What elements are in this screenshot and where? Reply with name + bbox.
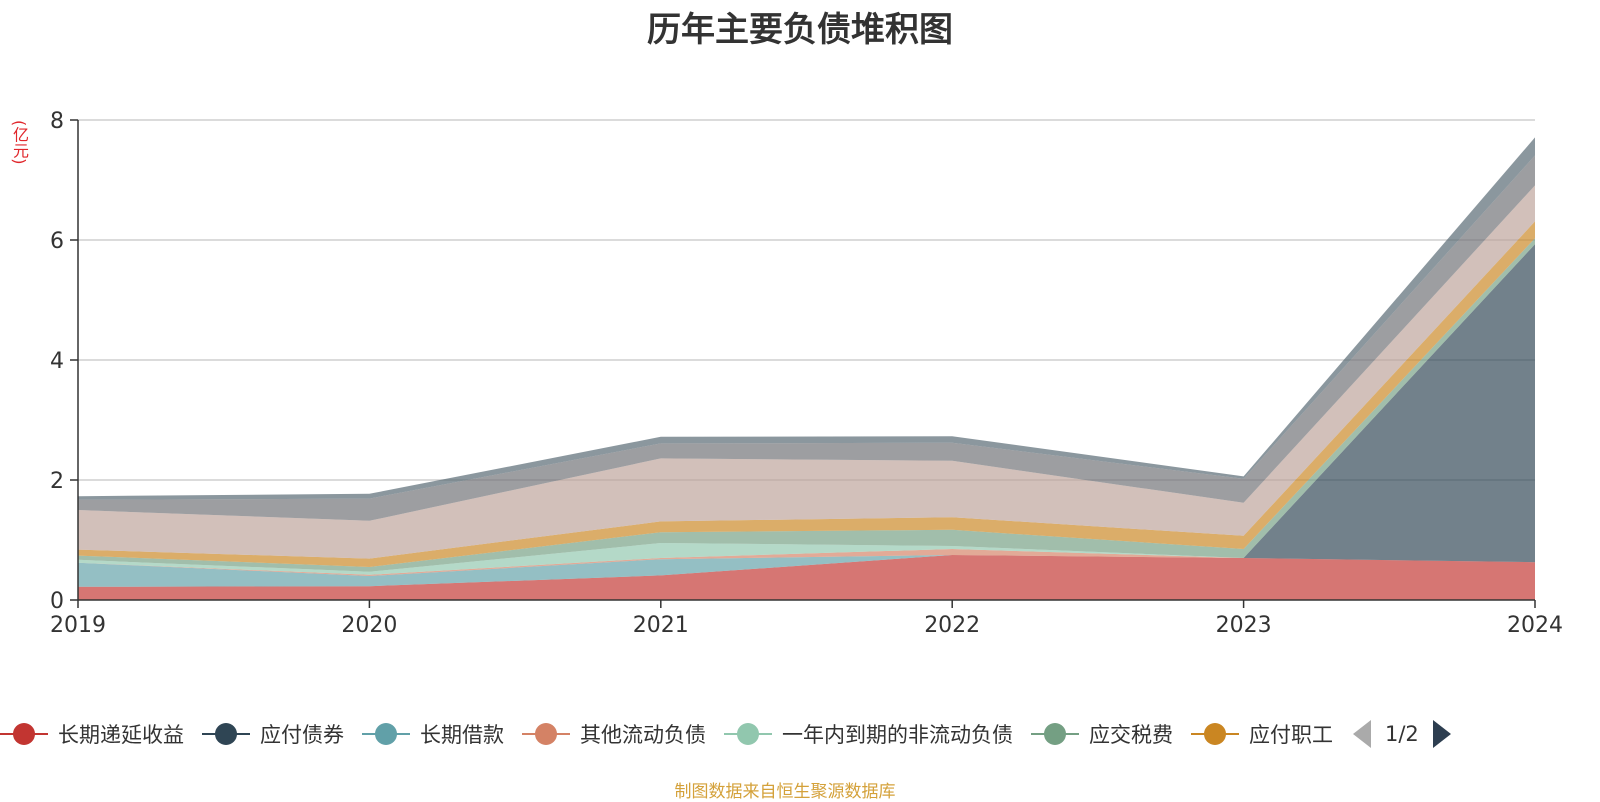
legend-item[interactable]: 长期递延收益 [0, 719, 184, 749]
legend-label: 应交税费 [1089, 723, 1173, 747]
legend-marker-icon [522, 722, 570, 746]
legend-label: 其他流动负债 [580, 723, 706, 747]
legend-page-indicator: 1/2 [1385, 722, 1419, 746]
x-tick-label: 2023 [1216, 613, 1272, 638]
legend-item[interactable]: 一年内到期的非流动负债 [724, 719, 1013, 749]
legend-marker-icon [724, 722, 772, 746]
area-series-7 [78, 185, 1535, 559]
x-tick-label: 2022 [924, 613, 980, 638]
chart-title: 历年主要负债堆积图 [647, 10, 953, 50]
area-series-1 [78, 244, 1535, 587]
y-tick-label: 8 [50, 109, 64, 134]
area-series-0 [78, 555, 1535, 600]
legend-label: 长期借款 [420, 723, 504, 747]
legend-item[interactable]: 应付债券 [202, 719, 344, 749]
y-axis-unit-label: (亿元) [10, 120, 29, 165]
legend-label: 一年内到期的非流动负债 [782, 723, 1013, 747]
legend-item[interactable]: 其他流动负债 [522, 719, 706, 749]
y-tick-label: 6 [50, 229, 64, 254]
legend-marker-icon [202, 722, 250, 746]
next-page-icon[interactable] [1432, 720, 1451, 748]
x-tick-label: 2021 [633, 613, 689, 638]
legend-marker-icon [1191, 722, 1239, 746]
legend-label: 应付债券 [260, 723, 344, 747]
legend-label: 应付职工 [1249, 723, 1333, 747]
legend-marker-icon [0, 722, 48, 746]
x-tick-label: 2020 [341, 613, 397, 638]
stacked-area-chart: 0 2 4 6 8 2019 2020 2021 2022 2023 2024 [50, 109, 1563, 638]
legend-item[interactable]: 长期借款 [362, 719, 504, 749]
data-source-note: 制图数据来自恒生聚源数据库 [674, 782, 896, 802]
y-tick-label: 4 [50, 349, 64, 374]
legend-marker-icon [1031, 722, 1079, 746]
legend: 长期递延收益 应付债券 长期借款 其他流动负债 一年内到期的非流动负债 应交税费 应付职工 1… [0, 716, 1451, 752]
legend-pager: 1/2 [1353, 720, 1451, 748]
legend-label: 长期递延收益 [58, 723, 184, 747]
legend-marker-icon [362, 722, 410, 746]
y-tick-label: 0 [50, 589, 64, 614]
legend-item[interactable]: 应付职工 [1191, 719, 1333, 749]
legend-item[interactable]: 应交税费 [1031, 719, 1173, 749]
y-tick-label: 2 [50, 469, 64, 494]
prev-page-icon[interactable] [1353, 720, 1371, 748]
area-series-8 [78, 155, 1535, 521]
x-tick-label: 2024 [1507, 613, 1563, 638]
x-tick-label: 2019 [50, 613, 106, 638]
